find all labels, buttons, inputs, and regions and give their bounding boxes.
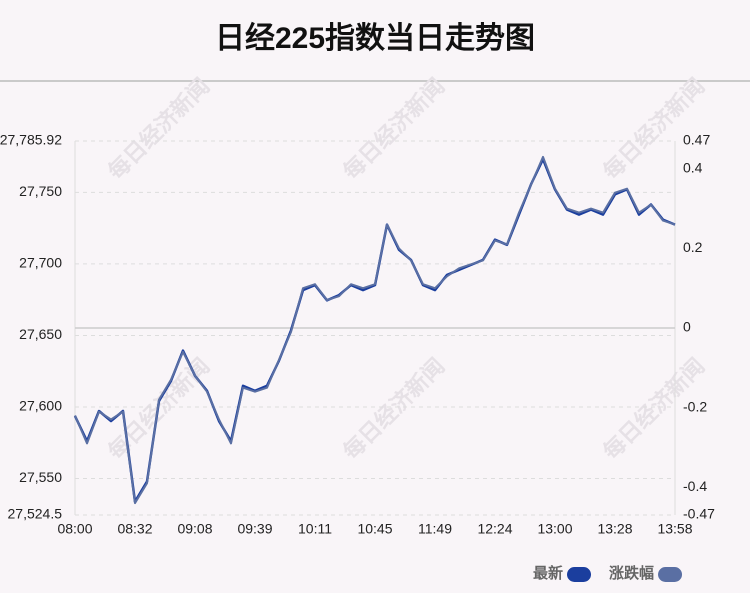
y2-tick-label: 0: [683, 319, 691, 335]
y-tick-label: 27,650: [19, 326, 62, 342]
legend-label: 涨跌幅: [609, 564, 654, 582]
x-tick-label: 13:28: [597, 521, 632, 537]
y2-tick-label: -0.4: [683, 478, 707, 494]
legend-swatch: [567, 567, 592, 582]
y-tick-label: 27,785.92: [0, 132, 62, 148]
x-tick-label: 11:49: [418, 521, 452, 537]
y2-tick-label: 0.2: [683, 239, 703, 255]
x-tick-label: 08:32: [117, 521, 152, 537]
series-line: [74, 155, 676, 505]
x-tick-label: 10:45: [357, 521, 392, 537]
legend-label: 最新: [533, 564, 563, 582]
y-tick-label: 27,700: [19, 255, 62, 271]
y-tick-label: 27,600: [19, 398, 62, 414]
y-tick-label: 27,550: [19, 469, 62, 485]
x-tick-label: 08:00: [57, 521, 92, 537]
x-tick-label: 09:39: [237, 521, 272, 537]
x-tick-label: 09:08: [177, 521, 212, 537]
legend-swatch: [658, 567, 683, 582]
y2-tick-label: -0.47: [683, 506, 715, 522]
chart-title: 日经225指数当日走势图: [215, 21, 535, 55]
x-tick-label: 10:11: [298, 521, 332, 537]
x-tick-label: 13:00: [537, 521, 572, 537]
y2-tick-label: 0.4: [683, 160, 703, 176]
y-tick-label: 27,750: [19, 183, 62, 199]
y2-tick-label: 0.47: [683, 132, 710, 148]
x-tick-label: 13:58: [657, 521, 692, 537]
y2-tick-label: -0.2: [683, 398, 707, 414]
y-tick-label: 27,524.5: [8, 506, 63, 522]
x-tick-label: 12:24: [477, 521, 512, 537]
